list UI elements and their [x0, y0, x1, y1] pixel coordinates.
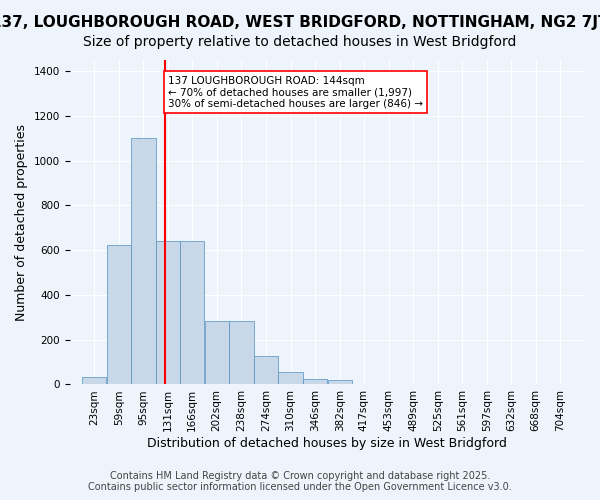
Bar — [107, 244, 131, 384]
Bar — [82, 376, 106, 384]
Text: 137 LOUGHBOROUGH ROAD: 144sqm
← 70% of detached houses are smaller (1,997)
30% o: 137 LOUGHBOROUGH ROAD: 144sqm ← 70% of d… — [168, 76, 423, 109]
Text: Size of property relative to detached houses in West Bridgford: Size of property relative to detached ho… — [83, 35, 517, 49]
Bar — [205, 320, 229, 384]
Bar — [328, 380, 352, 384]
Y-axis label: Number of detached properties: Number of detached properties — [15, 124, 28, 320]
Bar — [303, 379, 328, 384]
Text: 137, LOUGHBOROUGH ROAD, WEST BRIDGFORD, NOTTINGHAM, NG2 7JT: 137, LOUGHBOROUGH ROAD, WEST BRIDGFORD, … — [0, 15, 600, 30]
X-axis label: Distribution of detached houses by size in West Bridgford: Distribution of detached houses by size … — [148, 437, 507, 450]
Bar — [131, 138, 155, 384]
Bar — [229, 320, 254, 384]
Bar — [180, 241, 204, 384]
Bar — [156, 241, 180, 384]
Bar — [254, 356, 278, 384]
Bar — [278, 372, 303, 384]
Text: Contains HM Land Registry data © Crown copyright and database right 2025.
Contai: Contains HM Land Registry data © Crown c… — [88, 471, 512, 492]
